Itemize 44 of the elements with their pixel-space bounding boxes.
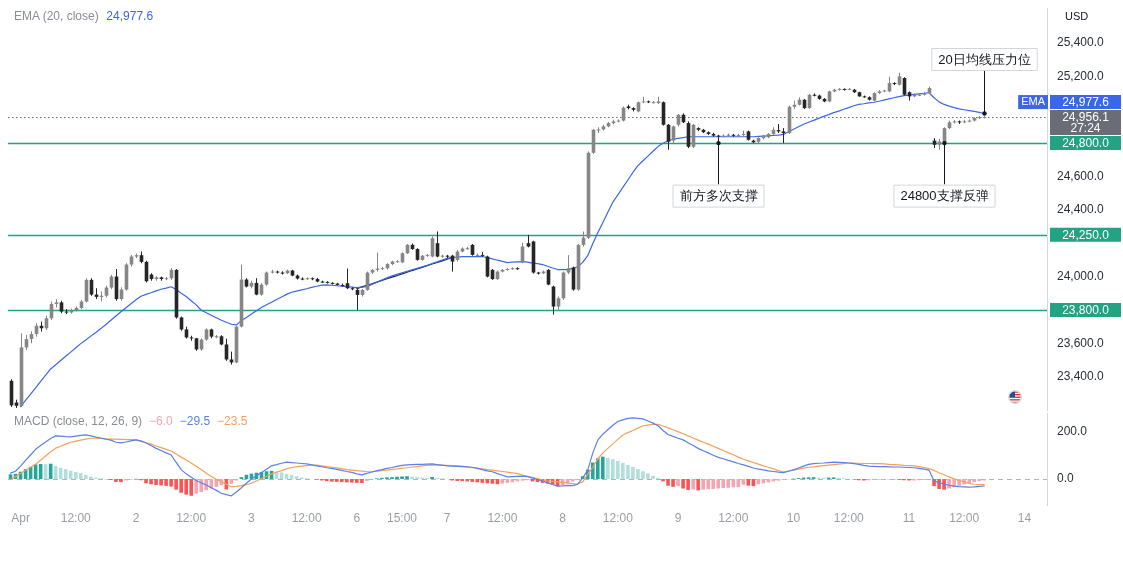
y-tick-label: 0.0: [1057, 471, 1075, 486]
annotation: −6.0: [149, 414, 174, 429]
text: 24,977.6: [1062, 94, 1110, 109]
ref-line-label: 24,800.0: [1062, 135, 1110, 150]
x-tick-label: 8: [559, 510, 567, 525]
text: −29.5: [179, 414, 211, 429]
x-tick-label: 15:00: [387, 510, 418, 525]
x-tick-label: 12:00: [176, 510, 207, 525]
text: −23.5: [217, 414, 248, 429]
x-tick-label: 2: [132, 510, 140, 525]
x-tick-label: 9: [674, 510, 682, 525]
x-tick-label: 11: [902, 510, 916, 525]
ref-line-label: 24,250.0: [1062, 227, 1110, 242]
x-tick-label: 12:00: [60, 510, 92, 525]
y-tick-label: 23,400.0: [1057, 368, 1105, 383]
x-tick-label: 12:00: [602, 510, 634, 525]
annotation: 20日均线压力位: [938, 51, 1031, 67]
x-tick-label: 12:00: [833, 510, 865, 525]
chart-title: MACD (close, 12, 26, 9): [14, 414, 143, 429]
y-tick-label: 25,400.0: [1057, 35, 1105, 50]
ref-line-label: 23,800.0: [1062, 302, 1110, 317]
y-tick-label: 25,200.0: [1057, 68, 1105, 83]
x-tick-label: 12:00: [949, 510, 980, 525]
y-tick-label: 200.0: [1057, 424, 1088, 439]
x-tick-label: 10: [786, 510, 801, 525]
x-tick-label: 7: [443, 510, 451, 525]
y-tick-label: 24,600.0: [1057, 168, 1105, 183]
x-tick-label: 12:00: [718, 510, 749, 525]
annotation: 24800支撑反弹: [900, 188, 989, 204]
ref-line-label: 24,956.1: [1062, 109, 1110, 124]
y-tick-label: 24,000.0: [1057, 268, 1105, 283]
annotation: 24,977.6: [106, 9, 154, 24]
x-tick-label: Apr: [11, 510, 30, 525]
annotation: EMA: [1021, 95, 1046, 108]
x-tick-label: 3: [248, 510, 256, 525]
chart-title: EMA (20, close): [14, 9, 99, 24]
y-tick-label: 24,400.0: [1057, 202, 1105, 217]
annotation: 前方多次支撑: [679, 188, 758, 204]
y-axis-title: USD: [1065, 10, 1089, 23]
x-tick-label: 6: [353, 510, 361, 525]
x-tick-label: 12:00: [291, 510, 322, 525]
x-tick-label: 12:00: [487, 510, 518, 525]
x-tick-label: 14: [1017, 510, 1032, 525]
y-tick-label: 23,600.0: [1057, 335, 1105, 350]
